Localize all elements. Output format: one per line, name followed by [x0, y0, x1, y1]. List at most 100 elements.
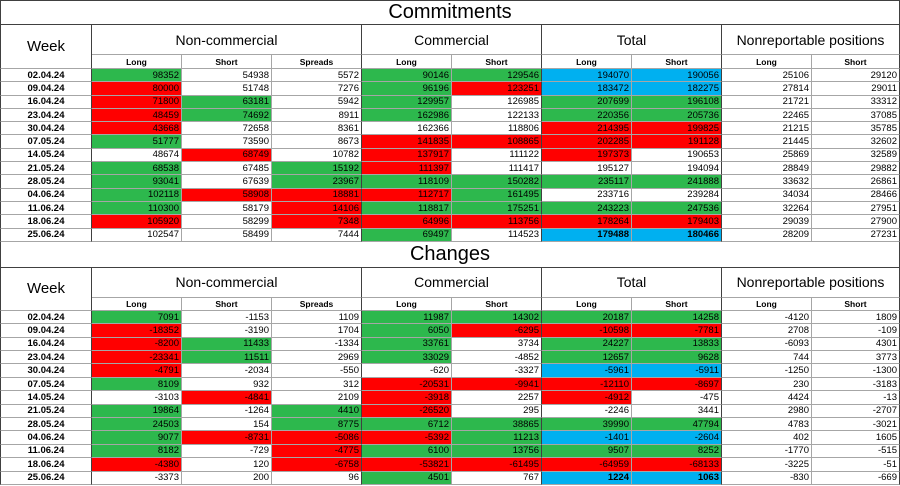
non-commercial-spreads-cell: 1109: [272, 310, 362, 325]
nonreportable-positions-short-cell: 29011: [812, 82, 900, 96]
total-short-cell: 191128: [632, 135, 722, 149]
nonreportable-positions-long-cell: 28209: [722, 228, 812, 242]
non-commercial-short-cell: 58908: [182, 188, 272, 202]
nonreportable-positions-long-cell: 21721: [722, 95, 812, 109]
commercial-long-cell: 137917: [362, 148, 452, 163]
commercial-short-cell: 175251: [452, 201, 542, 216]
non-commercial-spreads-header: Spreads: [272, 297, 362, 311]
non-commercial-short-cell: 58299: [182, 215, 272, 229]
commercial-short-cell: 150282: [452, 175, 542, 189]
commercial-short-cell: 11213: [452, 431, 542, 445]
non-commercial-spreads-cell: -6758: [272, 458, 362, 472]
non-commercial-spreads-cell: -5086: [272, 431, 362, 445]
non-commercial-group-header: Non-commercial: [92, 25, 362, 55]
week-cell: 07.05.24: [0, 135, 92, 149]
nonreportable-positions-long-cell: -6093: [722, 337, 812, 352]
total-long-cell: 24227: [542, 337, 632, 352]
nonreportable-positions-long-cell: 21445: [722, 135, 812, 149]
total-short-cell: 14258: [632, 310, 722, 325]
non-commercial-spreads-cell: 96: [272, 471, 362, 485]
total-long-cell: -12110: [542, 377, 632, 392]
week-cell: 09.04.24: [0, 82, 92, 96]
commercial-long-cell: -53821: [362, 458, 452, 472]
non-commercial-long-cell: -18352: [92, 324, 182, 338]
week-cell: 23.04.24: [0, 108, 92, 123]
non-commercial-spreads-cell: -1334: [272, 337, 362, 352]
commercial-short-cell: 118806: [452, 122, 542, 136]
commercial-short-cell: 123251: [452, 82, 542, 96]
week-cell: 11.06.24: [0, 201, 92, 216]
non-commercial-long-cell: -3373: [92, 471, 182, 485]
non-commercial-short-cell: -1153: [182, 310, 272, 325]
total-long-cell: 197373: [542, 148, 632, 163]
total-short-cell: -2604: [632, 431, 722, 445]
non-commercial-long-cell: 48674: [92, 148, 182, 163]
non-commercial-spreads-cell: 1704: [272, 324, 362, 338]
commercial-long-cell: 96196: [362, 82, 452, 96]
total-long-cell: 233716: [542, 188, 632, 202]
nonreportable-positions-long-cell: 25106: [722, 69, 812, 83]
non-commercial-long-header: Long: [92, 297, 182, 311]
commercial-short-cell: -3327: [452, 364, 542, 378]
nonreportable-positions-short-cell: 35785: [812, 122, 900, 136]
total-short-cell: 13833: [632, 337, 722, 352]
total-long-cell: -5961: [542, 364, 632, 378]
non-commercial-group-header: Non-commercial: [92, 267, 362, 298]
nonreportable-positions-short-cell: 27231: [812, 228, 900, 242]
total-short-cell: 196108: [632, 95, 722, 109]
total-long-cell: 1224: [542, 471, 632, 485]
week-column-header: Week: [0, 267, 92, 311]
non-commercial-short-cell: 932: [182, 377, 272, 392]
total-short-cell: 180466: [632, 228, 722, 242]
nonreportable-positions-short-cell: 4301: [812, 337, 900, 352]
non-commercial-short-cell: 67639: [182, 175, 272, 189]
total-short-cell: 247536: [632, 201, 722, 216]
non-commercial-short-cell: -2034: [182, 364, 272, 378]
total-long-cell: 207699: [542, 95, 632, 109]
commercial-short-cell: 38865: [452, 417, 542, 432]
commercial-long-cell: 112717: [362, 188, 452, 202]
non-commercial-spreads-cell: 7276: [272, 82, 362, 96]
non-commercial-long-cell: 110300: [92, 201, 182, 216]
non-commercial-short-header: Short: [182, 297, 272, 311]
nonreportable-positions-short-cell: 32589: [812, 148, 900, 163]
nonreportable-positions-long-cell: 32264: [722, 201, 812, 216]
commercial-short-cell: 2257: [452, 391, 542, 405]
total-long-cell: 243223: [542, 201, 632, 216]
non-commercial-spreads-cell: 8775: [272, 417, 362, 432]
nonreportable-positions-long-cell: 34034: [722, 188, 812, 202]
commercial-short-cell: 13756: [452, 444, 542, 459]
nonreportable-positions-short-cell: 1605: [812, 431, 900, 445]
non-commercial-spreads-cell: 312: [272, 377, 362, 392]
non-commercial-long-cell: 98352: [92, 69, 182, 83]
non-commercial-spreads-cell: 4410: [272, 404, 362, 418]
non-commercial-long-cell: 71800: [92, 95, 182, 109]
non-commercial-short-cell: -8731: [182, 431, 272, 445]
nonreportable-group-header: Nonreportable positions: [722, 25, 900, 55]
nonreportable-positions-short-cell: 33312: [812, 95, 900, 109]
commercial-long-cell: 6712: [362, 417, 452, 432]
commercial-long-cell: 141835: [362, 135, 452, 149]
non-commercial-spreads-cell: 18881: [272, 188, 362, 202]
total-short-cell: 182275: [632, 82, 722, 96]
nonreportable-positions-short-cell: -3021: [812, 417, 900, 432]
nonreportable-long-header: Long: [722, 55, 812, 69]
nonreportable-positions-short-cell: 29882: [812, 162, 900, 176]
non-commercial-long-cell: -4791: [92, 364, 182, 378]
week-cell: 25.06.24: [0, 228, 92, 242]
total-short-header: Short: [632, 55, 722, 69]
commercial-long-cell: 33761: [362, 337, 452, 352]
non-commercial-short-cell: 51748: [182, 82, 272, 96]
week-cell: 30.04.24: [0, 364, 92, 378]
non-commercial-spreads-cell: 8361: [272, 122, 362, 136]
nonreportable-group-header: Nonreportable positions: [722, 267, 900, 298]
non-commercial-spreads-cell: 14106: [272, 201, 362, 216]
nonreportable-positions-long-cell: 4783: [722, 417, 812, 432]
non-commercial-long-cell: 51777: [92, 135, 182, 149]
total-short-cell: 47794: [632, 417, 722, 432]
nonreportable-positions-long-cell: 28849: [722, 162, 812, 176]
commercial-long-header: Long: [362, 55, 452, 69]
commercial-long-cell: 33029: [362, 351, 452, 365]
week-cell: 21.05.24: [0, 404, 92, 418]
non-commercial-spreads-cell: 8673: [272, 135, 362, 149]
